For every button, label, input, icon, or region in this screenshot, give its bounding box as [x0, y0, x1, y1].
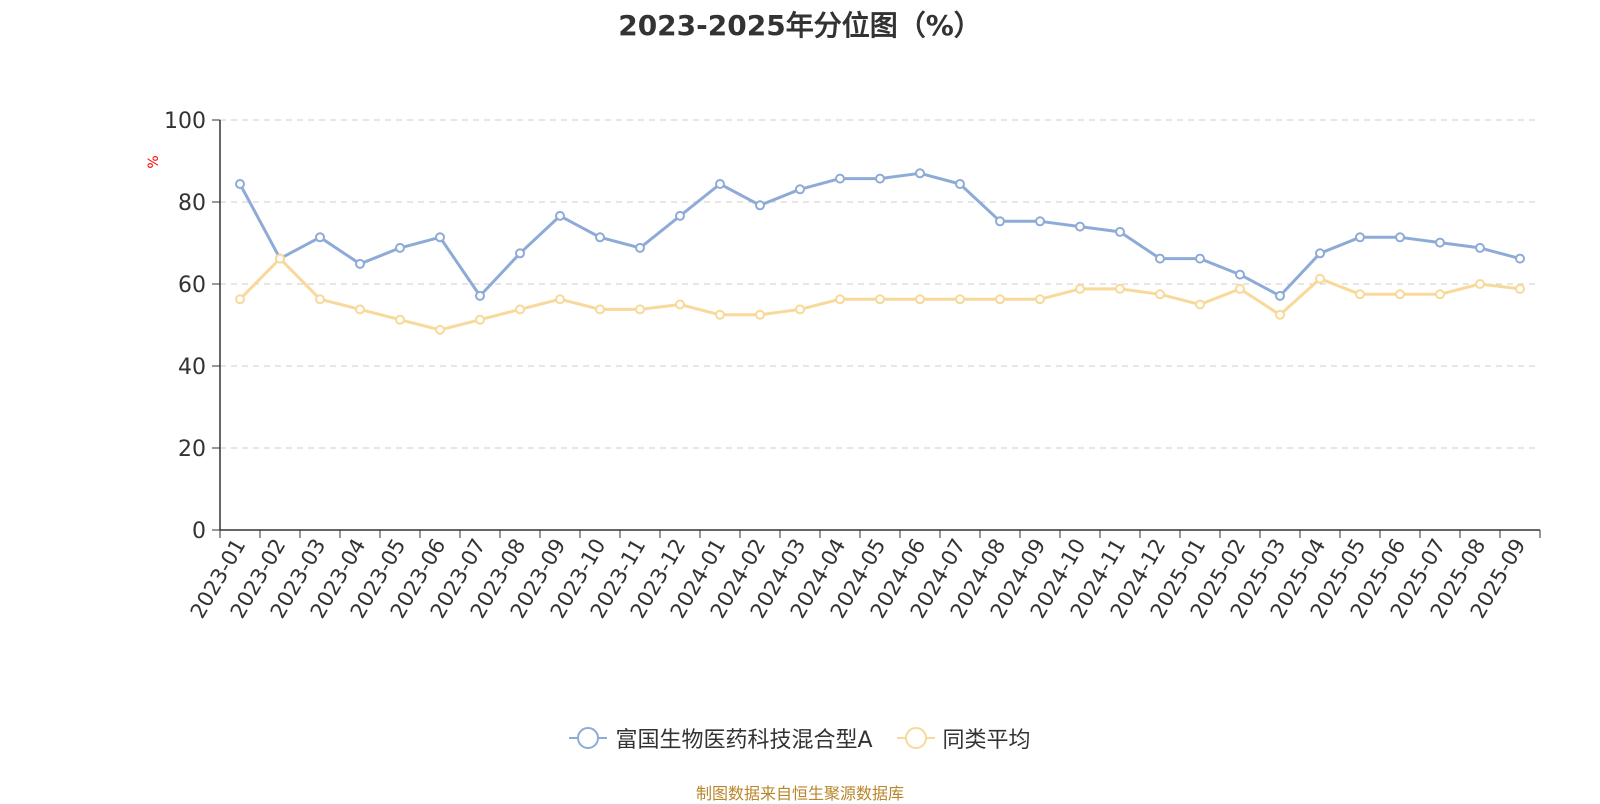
grid-lines [220, 119, 1540, 449]
data-point [595, 304, 605, 315]
legend-item-fund[interactable]: 富国生物医药科技混合型A [569, 722, 873, 754]
data-point [795, 304, 805, 315]
data-point [595, 232, 605, 243]
data-point [275, 253, 285, 264]
y-tick-label: 100 [164, 109, 206, 134]
legend-label-fund: 富国生物医药科技混合型A [615, 728, 873, 753]
data-point [875, 294, 885, 305]
data-point [915, 294, 925, 305]
data-point [475, 290, 485, 301]
data-point [435, 324, 445, 335]
series-1 [235, 253, 1525, 335]
data-point [515, 304, 525, 315]
data-point [675, 299, 685, 310]
data-point [1235, 283, 1245, 294]
data-point [1315, 273, 1325, 284]
data-point [1475, 279, 1485, 289]
data-point [435, 232, 445, 243]
data-point [1355, 232, 1365, 243]
data-point [1195, 299, 1205, 310]
legend-marker-fund-icon [569, 727, 608, 749]
data-point [1435, 237, 1445, 248]
data-point [635, 242, 645, 253]
series-0 [235, 168, 1525, 301]
data-point [315, 294, 325, 305]
data-point [395, 314, 405, 325]
data-point [235, 294, 245, 305]
data-source-note: 制图数据来自恒生聚源数据库 [695, 784, 904, 803]
data-point [675, 210, 685, 221]
data-point [1115, 226, 1125, 237]
data-point [1355, 289, 1365, 300]
data-point [1035, 294, 1045, 305]
data-point [355, 258, 365, 269]
data-point [1155, 289, 1165, 300]
data-point [795, 184, 805, 195]
data-point [1155, 253, 1165, 264]
data-point [1195, 253, 1205, 264]
data-point [955, 179, 965, 189]
y-tick-label: 80 [178, 191, 206, 216]
data-point [1235, 269, 1245, 280]
data-point [1115, 283, 1125, 294]
data-point [875, 173, 885, 184]
data-point [955, 294, 965, 305]
y-tick-label: 40 [178, 355, 206, 380]
y-axis-label: % [146, 155, 162, 168]
data-point [1035, 216, 1045, 227]
data-point [1395, 232, 1405, 243]
data-point [995, 294, 1005, 305]
data-point [635, 304, 645, 315]
data-point [1075, 221, 1085, 232]
data-point [555, 210, 565, 221]
data-point [515, 248, 525, 259]
legend: 富国生物医药科技混合型A 同类平均 [0, 722, 1600, 754]
data-point [1315, 248, 1325, 259]
data-point [1395, 289, 1405, 300]
y-tick-label: 60 [178, 273, 206, 298]
data-point [1475, 242, 1485, 253]
data-point [915, 168, 925, 179]
y-tick-label: 0 [192, 519, 206, 544]
data-point [1515, 253, 1525, 264]
data-point [395, 242, 405, 253]
data-point [1275, 290, 1285, 301]
data-point [755, 200, 765, 211]
data-point [715, 309, 725, 320]
legend-item-average[interactable]: 同类平均 [896, 722, 1031, 754]
series [235, 168, 1525, 335]
data-point [715, 179, 725, 189]
data-point [1275, 309, 1285, 320]
data-point [835, 294, 845, 305]
chart-title: 2023-2025年分位图（%） [618, 9, 982, 42]
data-point [555, 294, 565, 305]
y-tick-label: 20 [178, 437, 206, 462]
data-point [1515, 283, 1525, 294]
data-point [755, 309, 765, 320]
legend-label-average: 同类平均 [942, 728, 1031, 753]
data-point [835, 173, 845, 184]
data-point [475, 314, 485, 325]
legend-marker-average-icon [896, 727, 935, 749]
series-line [238, 171, 1521, 298]
data-point [355, 304, 365, 315]
data-point [235, 179, 245, 189]
data-point [995, 216, 1005, 227]
data-point [315, 232, 325, 243]
data-point [1435, 289, 1445, 300]
data-point [1075, 283, 1085, 294]
